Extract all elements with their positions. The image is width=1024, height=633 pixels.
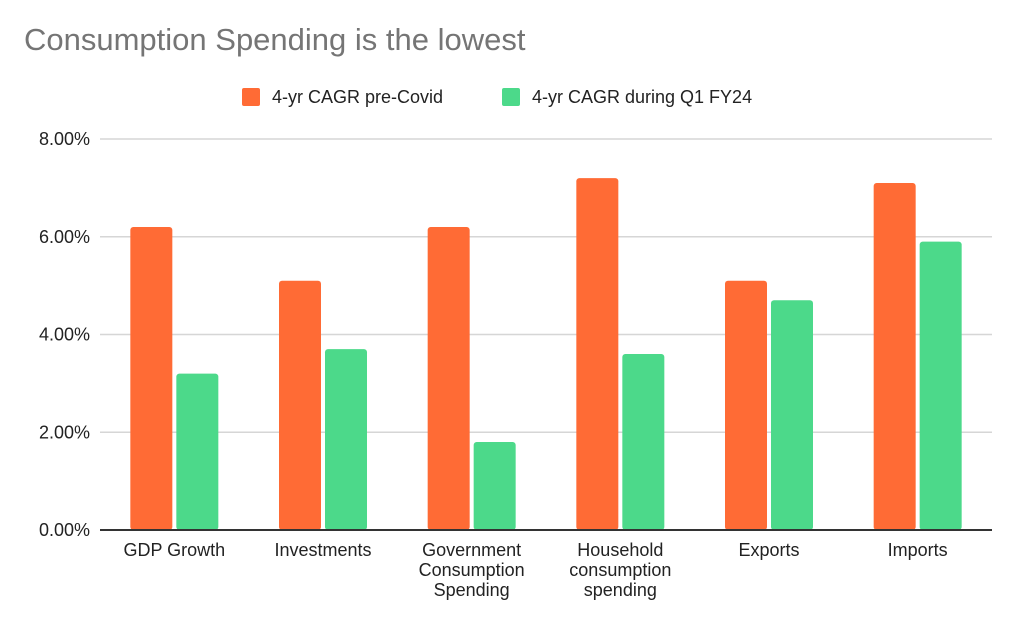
x-category-label: Investments	[274, 540, 371, 560]
bar-pre-covid	[279, 280, 321, 530]
bar-pre-covid	[873, 182, 916, 531]
bar-q1-fy24	[622, 354, 665, 530]
bar-pre-covid	[576, 178, 619, 530]
y-tick-label: 6.00%	[39, 227, 90, 247]
x-axis-category-labels: GDP Growth Investments Government Consumpti…	[123, 540, 947, 600]
x-category-label: GDP Growth	[123, 540, 225, 560]
gridlines	[100, 138, 992, 433]
bar-pre-covid	[725, 280, 767, 530]
y-tick-label: 4.00%	[39, 325, 90, 345]
legend-swatch-pre-covid	[242, 88, 260, 106]
legend: 4-yr CAGR pre-Covid 4-yr CAGR during Q1 …	[242, 87, 752, 107]
y-tick-label: 8.00%	[39, 129, 90, 149]
bar-q1-fy24	[473, 442, 516, 530]
bar-q1-fy24	[176, 373, 219, 530]
chart-title: Consumption Spending is the lowest	[24, 22, 526, 57]
bar-q1-fy24	[325, 349, 367, 530]
legend-label-pre-covid: 4-yr CAGR pre-Covid	[272, 87, 443, 107]
bars	[130, 178, 962, 531]
bar-q1-fy24	[919, 241, 962, 530]
x-category-label: Exports	[738, 540, 799, 560]
legend-swatch-q1-fy24	[502, 88, 520, 106]
x-category-label: Household consumption spending	[569, 540, 671, 600]
bar-q1-fy24	[771, 300, 813, 530]
y-axis-tick-labels: 0.00% 2.00% 4.00% 6.00% 8.00%	[39, 129, 90, 540]
bar-pre-covid	[130, 226, 173, 530]
legend-label-q1-fy24: 4-yr CAGR during Q1 FY24	[532, 87, 752, 107]
y-tick-label: 0.00%	[39, 520, 90, 540]
bar-pre-covid	[427, 226, 470, 530]
x-category-label: Imports	[888, 540, 948, 560]
y-tick-label: 2.00%	[39, 422, 90, 442]
x-category-label: Government Consumption Spending	[419, 540, 525, 600]
